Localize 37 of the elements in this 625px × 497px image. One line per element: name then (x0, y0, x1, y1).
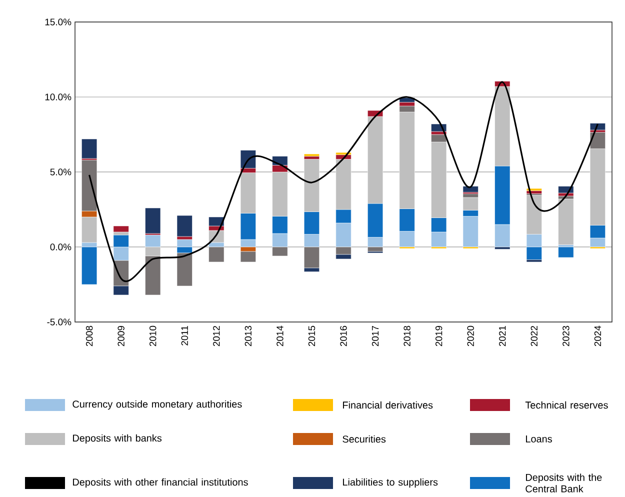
y-tick-label: -5.0% (47, 318, 72, 326)
y-tick-label: 5.0% (50, 168, 72, 176)
legend-label: Financial derivatives (343, 401, 433, 409)
legend-label: Deposits with banks (73, 434, 162, 444)
bar (208, 246, 224, 262)
legend-label: Deposits with the Central Bank (526, 474, 602, 492)
x-tick-label: 2018 (404, 326, 410, 346)
x-tick-label: 2010 (150, 326, 156, 346)
legend-label: Loans (526, 436, 552, 442)
bar (176, 215, 192, 237)
y-tick-label: 0.0% (50, 244, 72, 250)
x-tick-label: 2022 (530, 326, 538, 346)
x-tick-label: 2024 (594, 326, 602, 346)
legend-label: Technical reserves (525, 401, 608, 409)
x-tick-label: 2019 (435, 326, 442, 346)
x-tick-label: 2021 (499, 326, 506, 346)
x-tick-label: 2016 (340, 326, 347, 346)
bar (590, 123, 606, 130)
x-tick-label: 2013 (244, 326, 252, 346)
x-tick-label: 2012 (213, 326, 220, 346)
bar (82, 246, 98, 285)
legend-label: Liabilities to suppliers (343, 478, 438, 488)
bar (113, 226, 129, 232)
x-tick-label: 2020 (467, 326, 474, 346)
x-tick-label: 2014 (276, 326, 284, 346)
x-tick-label: 2008 (86, 326, 93, 346)
legend-label: Currency outside monetary authorities (72, 400, 242, 410)
x-tick-label: 2023 (562, 326, 570, 346)
x-tick-label: 2017 (372, 326, 379, 346)
x-tick-label: 2015 (308, 326, 316, 346)
bar (304, 154, 320, 156)
y-tick-label: 10.0% (45, 94, 72, 100)
legend-label: Deposits with other financial institutions (73, 478, 248, 488)
x-tick-label: 2011 (181, 326, 188, 346)
y-tick-label: 15.0% (45, 18, 72, 26)
legend-label: Securities (342, 435, 386, 443)
x-tick-label: 2009 (118, 326, 124, 346)
